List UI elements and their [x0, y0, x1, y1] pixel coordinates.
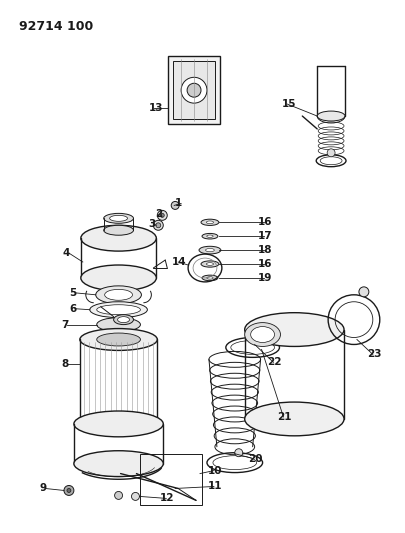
Ellipse shape [245, 313, 344, 346]
Ellipse shape [81, 225, 156, 251]
Circle shape [157, 211, 167, 220]
Ellipse shape [104, 289, 132, 300]
Ellipse shape [207, 221, 213, 224]
Text: 19: 19 [258, 273, 272, 283]
Text: 2: 2 [156, 209, 162, 220]
Text: 22: 22 [268, 357, 282, 367]
Ellipse shape [207, 263, 213, 265]
Ellipse shape [74, 411, 163, 437]
Ellipse shape [114, 314, 134, 325]
Bar [168, 56, 220, 124]
Ellipse shape [201, 261, 219, 267]
Text: 16: 16 [258, 217, 272, 227]
Text: 8: 8 [61, 359, 68, 369]
Ellipse shape [202, 275, 218, 281]
Text: 5: 5 [69, 288, 76, 298]
Ellipse shape [80, 328, 157, 350]
Text: 7: 7 [61, 320, 68, 329]
Ellipse shape [74, 451, 163, 477]
Text: 20: 20 [248, 454, 262, 464]
Ellipse shape [104, 213, 134, 223]
Text: 14: 14 [172, 257, 187, 267]
Text: 1: 1 [175, 198, 182, 208]
Text: 15: 15 [281, 99, 296, 109]
Ellipse shape [317, 111, 345, 121]
Ellipse shape [81, 265, 156, 291]
Circle shape [249, 334, 257, 342]
Ellipse shape [245, 402, 344, 436]
Text: 23: 23 [367, 350, 382, 359]
Ellipse shape [97, 305, 141, 314]
Ellipse shape [97, 333, 141, 346]
Ellipse shape [96, 286, 141, 304]
Ellipse shape [80, 413, 157, 435]
Circle shape [160, 213, 164, 217]
Ellipse shape [207, 277, 213, 279]
Bar [141, 454, 202, 505]
Circle shape [115, 491, 123, 499]
Text: 11: 11 [208, 481, 222, 491]
Ellipse shape [97, 318, 141, 332]
Ellipse shape [206, 248, 214, 252]
Circle shape [171, 201, 179, 209]
Text: 4: 4 [63, 248, 70, 258]
Bar [173, 61, 215, 119]
Circle shape [156, 223, 161, 228]
Ellipse shape [207, 235, 213, 237]
Text: 3: 3 [148, 219, 156, 229]
Circle shape [359, 287, 369, 297]
Text: 6: 6 [69, 304, 76, 314]
Text: 21: 21 [277, 412, 292, 422]
Ellipse shape [199, 246, 221, 254]
Text: 12: 12 [160, 494, 175, 503]
Ellipse shape [110, 215, 128, 221]
Ellipse shape [90, 302, 147, 318]
Ellipse shape [104, 225, 134, 235]
Circle shape [67, 488, 71, 492]
Circle shape [187, 83, 201, 97]
Ellipse shape [117, 317, 130, 322]
Ellipse shape [202, 233, 218, 239]
Circle shape [132, 492, 139, 500]
Text: 92714 100: 92714 100 [19, 20, 94, 33]
Text: 17: 17 [258, 231, 272, 241]
Text: 16: 16 [258, 259, 272, 269]
Circle shape [64, 486, 74, 495]
Ellipse shape [201, 219, 219, 225]
Circle shape [181, 77, 207, 103]
Circle shape [327, 149, 335, 157]
Text: 13: 13 [148, 103, 163, 113]
Text: 9: 9 [39, 483, 46, 494]
Circle shape [153, 220, 163, 230]
Circle shape [235, 449, 243, 457]
Ellipse shape [245, 322, 280, 346]
Text: 10: 10 [208, 466, 222, 475]
Ellipse shape [251, 327, 275, 343]
Text: 18: 18 [258, 245, 272, 255]
